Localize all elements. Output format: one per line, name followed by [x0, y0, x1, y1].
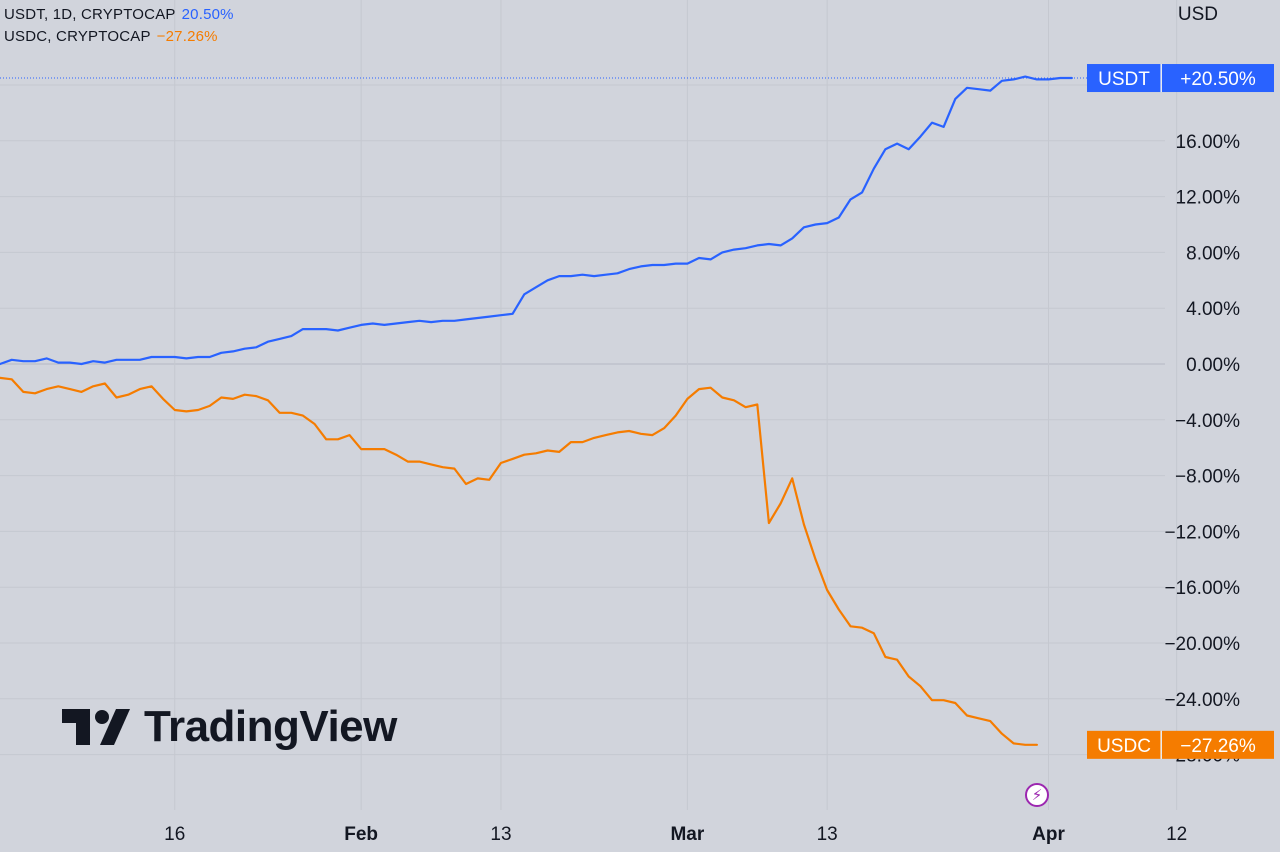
- legend-usdc-value: −27.26%: [156, 28, 218, 45]
- series-name-tag: [1087, 730, 1161, 759]
- grid-lines: [0, 0, 1178, 810]
- y-tick-label: 0.00%: [1186, 355, 1240, 376]
- series-name-tag-label: USDT: [1098, 69, 1150, 90]
- series-value-tag-label: +20.50%: [1180, 69, 1256, 90]
- series-line-usdt[interactable]: [0, 75, 1073, 366]
- lightning-icon[interactable]: ⚡: [1025, 783, 1049, 807]
- legend-usdc-label: USDC, CRYPTOCAP: [4, 28, 151, 45]
- x-tick-label: Apr: [1032, 824, 1065, 845]
- y-tick-label: 12.00%: [1176, 188, 1241, 209]
- y-tick-label: −8.00%: [1175, 467, 1240, 488]
- x-tick-label: 12: [1166, 824, 1187, 845]
- series-name-tag: [1087, 64, 1161, 93]
- series-layer: [0, 75, 1088, 746]
- last-value-tag-usdt[interactable]: USDT +20.50%: [1087, 64, 1274, 93]
- x-tick-label: 13: [490, 824, 511, 845]
- y-axis: −28.00%−24.00%−20.00%−16.00%−12.00%−8.00…: [1164, 76, 1240, 767]
- y-tick-label: −16.00%: [1164, 578, 1240, 599]
- y-tick-label: 4.00%: [1186, 299, 1240, 320]
- legend-usdt[interactable]: USDT, 1D, CRYPTOCAP 20.50%: [4, 6, 234, 23]
- legend-usdt-label: USDT, 1D, CRYPTOCAP: [4, 6, 176, 23]
- y-tick-label: 8.00%: [1186, 243, 1240, 264]
- series-value-tag: [1162, 64, 1274, 93]
- tradingview-logo-text: TradingView: [144, 702, 397, 751]
- currency-label[interactable]: USD: [1177, 4, 1218, 25]
- series-value-tag: [1162, 730, 1274, 759]
- y-tick-label: −20.00%: [1164, 634, 1240, 655]
- y-tick-label: −24.00%: [1164, 690, 1240, 711]
- last-value-tag-usdc[interactable]: USDC −27.26%: [1087, 730, 1274, 759]
- y-tick-label: 16.00%: [1176, 132, 1241, 153]
- x-tick-label: Mar: [670, 824, 704, 845]
- series-name-tag-label: USDC: [1097, 736, 1151, 757]
- tradingview-logo[interactable]: TradingView: [62, 702, 397, 751]
- x-axis: 16 Feb 13 Mar 13 Apr 12: [164, 824, 1187, 845]
- y-tick-label: −12.00%: [1164, 522, 1240, 543]
- x-tick-label: 16: [164, 824, 185, 845]
- x-tick-label: 13: [817, 824, 838, 845]
- tradingview-logo-icon: [62, 709, 130, 745]
- last-value-tags: USDT +20.50% USDC −27.26%: [1087, 64, 1274, 759]
- legend-usdc[interactable]: USDC, CRYPTOCAP −27.26%: [4, 28, 218, 45]
- series-line-usdc[interactable]: [0, 376, 1039, 746]
- x-tick-label: Feb: [344, 824, 378, 845]
- series-value-tag-label: −27.26%: [1180, 736, 1256, 757]
- y-tick-label: −4.00%: [1175, 411, 1240, 432]
- legend-usdt-value: 20.50%: [181, 6, 234, 23]
